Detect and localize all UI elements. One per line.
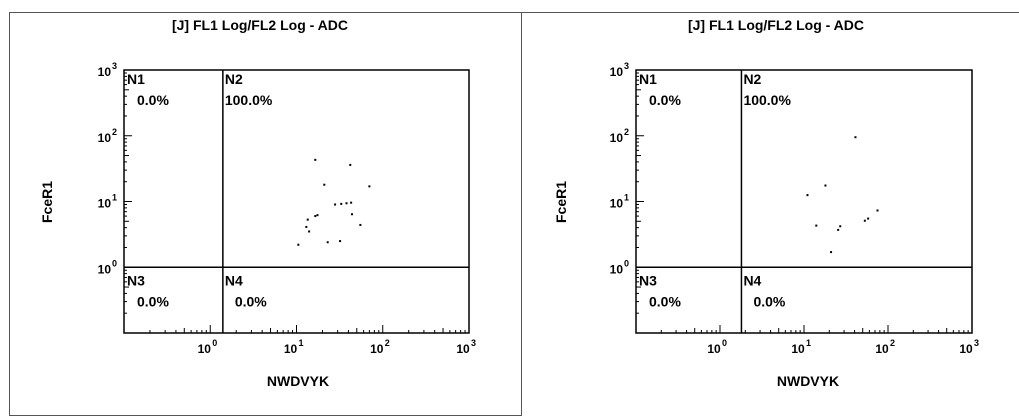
y-tick-label: 10: [610, 65, 624, 79]
plot-area: [635, 69, 973, 334]
x-tick-label: 10: [456, 342, 470, 356]
quadrant-label-n4: N4: [743, 272, 761, 288]
x-tick-label: 10: [198, 342, 212, 356]
y-tick-exponent: 1: [112, 193, 117, 203]
quadrant-percent-n3: 0.0%: [137, 293, 169, 309]
y-axis-label: FceR1: [39, 181, 55, 223]
scatter-point: [316, 214, 319, 217]
quadrant-percent-n1: 0.0%: [137, 92, 169, 108]
chart-title: [J] FL1 Log/FL2 Log - ADC: [172, 17, 348, 33]
scatter-point: [314, 215, 317, 218]
x-tick-exponent: 0: [722, 338, 727, 348]
scatter-point: [837, 228, 840, 231]
x-tick-label: 10: [707, 342, 721, 356]
quadrant-label-n3: N3: [127, 272, 145, 288]
y-tick-label: 10: [610, 131, 624, 145]
quadrant-label-n1: N1: [639, 71, 657, 87]
x-tick-label: 10: [284, 342, 298, 356]
quadrant-percent-n4: 0.0%: [753, 293, 785, 309]
y-tick-exponent: 0: [112, 258, 117, 268]
x-tick-label: 10: [959, 342, 973, 356]
x-tick-label: 10: [370, 342, 384, 356]
scatter-point: [339, 240, 342, 243]
quadrant-percent-n1: 0.0%: [649, 92, 681, 108]
scatter-point: [305, 225, 308, 228]
scatter-point: [876, 209, 879, 212]
y-tick-label: 10: [610, 262, 624, 276]
scatter-point: [824, 184, 827, 187]
y-tick-label: 10: [98, 131, 112, 145]
scatter-point: [308, 230, 311, 233]
scatter-point: [350, 213, 353, 216]
y-axis-label: FceR1: [553, 181, 569, 223]
x-tick-exponent: 1: [299, 338, 304, 348]
x-tick-exponent: 2: [385, 338, 390, 348]
y-tick-exponent: 1: [624, 193, 629, 203]
x-tick-label: 10: [875, 342, 889, 356]
chart-title: [J] FL1 Log/FL2 Log - ADC: [688, 17, 864, 33]
scatter-point: [323, 183, 326, 186]
y-tick-exponent: 3: [624, 61, 629, 71]
scatter-point: [297, 243, 300, 246]
y-tick-exponent: 2: [112, 127, 117, 137]
y-tick-label: 10: [98, 197, 112, 211]
scatter-point: [839, 225, 842, 228]
x-tick-exponent: 2: [890, 338, 895, 348]
panel-frame-left: [9, 12, 522, 416]
y-tick-exponent: 3: [112, 61, 117, 71]
scatter-point: [830, 251, 833, 254]
x-tick-exponent: 3: [471, 338, 476, 348]
quadrant-label-n3: N3: [639, 272, 657, 288]
plot-area: [123, 69, 470, 334]
quadrant-percent-n3: 0.0%: [649, 293, 681, 309]
quadrant-label-n4: N4: [225, 272, 243, 288]
scatter-point: [854, 136, 857, 139]
scatter-point: [863, 219, 866, 222]
quadrant-label-n1: N1: [127, 71, 145, 87]
x-tick-exponent: 0: [212, 338, 217, 348]
x-tick-label: 10: [791, 342, 805, 356]
scatter-point: [326, 241, 329, 244]
scatter-point: [350, 201, 353, 204]
scatter-point: [349, 163, 352, 166]
scatter-point: [306, 218, 309, 221]
y-tick-exponent: 0: [624, 258, 629, 268]
quadrant-percent-n2: 100.0%: [225, 92, 273, 108]
scatter-point: [806, 194, 809, 197]
y-tick-exponent: 2: [624, 127, 629, 137]
quadrant-label-n2: N2: [743, 71, 761, 87]
scatter-point: [867, 217, 870, 220]
x-axis-label: NWDVYK: [777, 373, 839, 389]
y-tick-label: 10: [610, 197, 624, 211]
x-axis-label: NWDVYK: [267, 373, 329, 389]
scatter-point: [314, 158, 317, 161]
scatter-point: [815, 224, 818, 227]
quadrant-percent-n2: 100.0%: [743, 92, 791, 108]
y-tick-label: 10: [98, 262, 112, 276]
scatter-point: [368, 185, 371, 188]
scatter-point: [340, 202, 343, 205]
scatter-point: [334, 203, 337, 206]
quadrant-label-n2: N2: [225, 71, 243, 87]
y-tick-label: 10: [98, 65, 112, 79]
scatter-point: [359, 223, 362, 226]
x-tick-exponent: 1: [806, 338, 811, 348]
scatter-point: [345, 202, 348, 205]
quadrant-percent-n4: 0.0%: [235, 293, 267, 309]
x-tick-exponent: 3: [974, 338, 979, 348]
